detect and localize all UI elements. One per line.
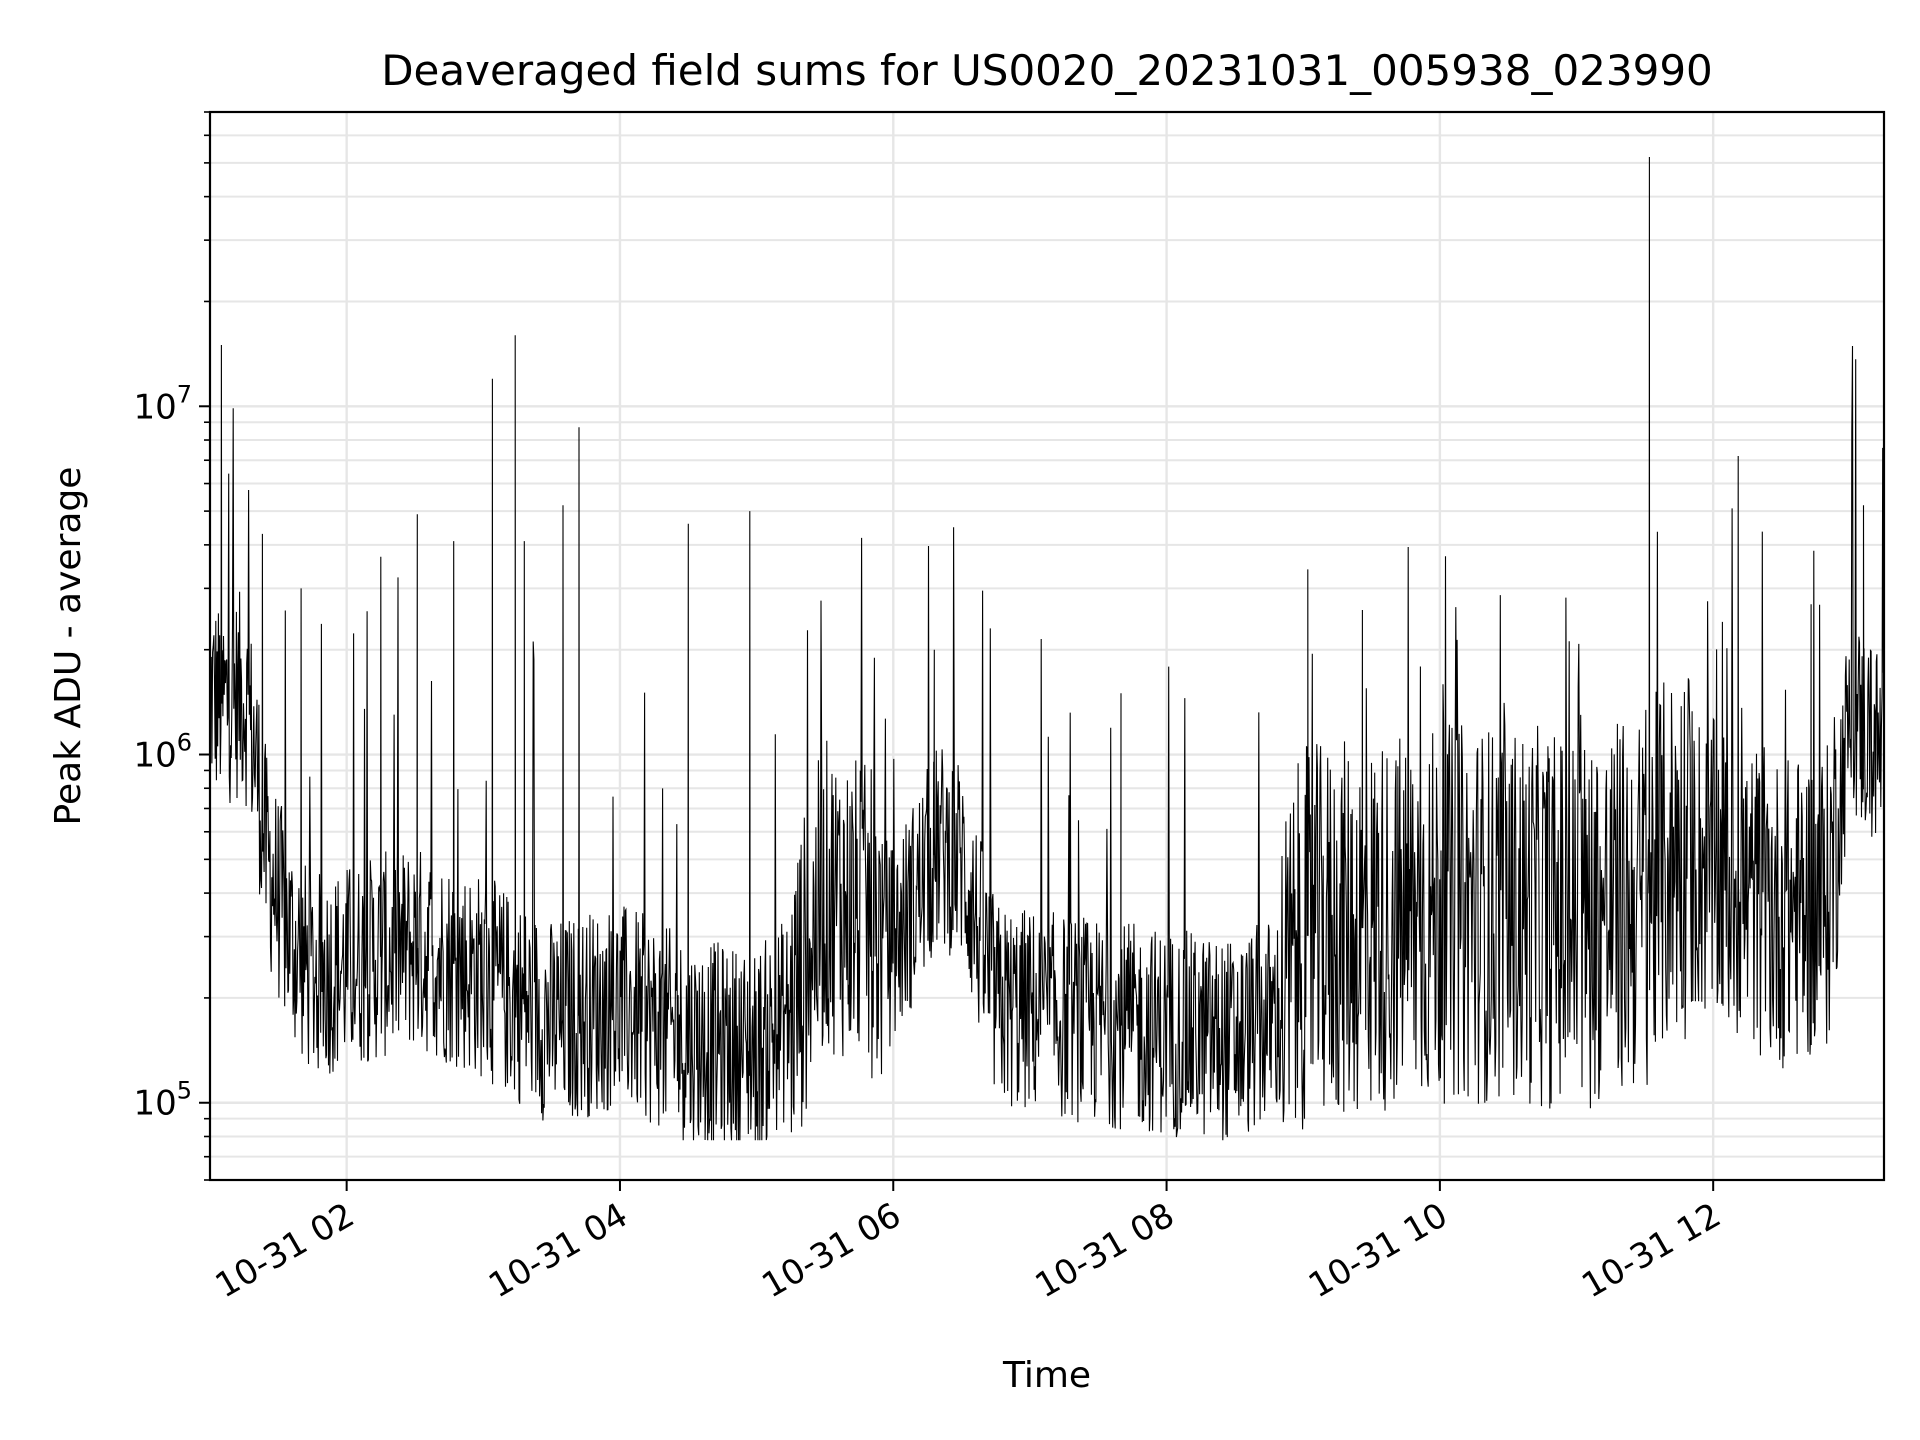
x-axis-label: Time [1002,1355,1091,1396]
y-tick-base: 10 [133,736,176,776]
y-tick-label: 105 [133,1077,192,1124]
series-line [209,156,1885,1141]
y-tick-exponent: 5 [177,1077,192,1105]
chart-title: Deaveraged field sums for US0020_2023103… [381,46,1713,95]
y-tick-label: 106 [133,729,192,776]
y-tick-base: 10 [133,1084,176,1124]
y-tick-exponent: 6 [177,729,192,757]
plot-frame [208,110,1886,1182]
y-tick-exponent: 7 [177,380,192,408]
y-tick-label: 107 [133,380,192,427]
y-tick-base: 10 [133,387,176,427]
y-axis-label: Peak ADU - average [48,467,89,826]
data-series [209,156,1885,1141]
